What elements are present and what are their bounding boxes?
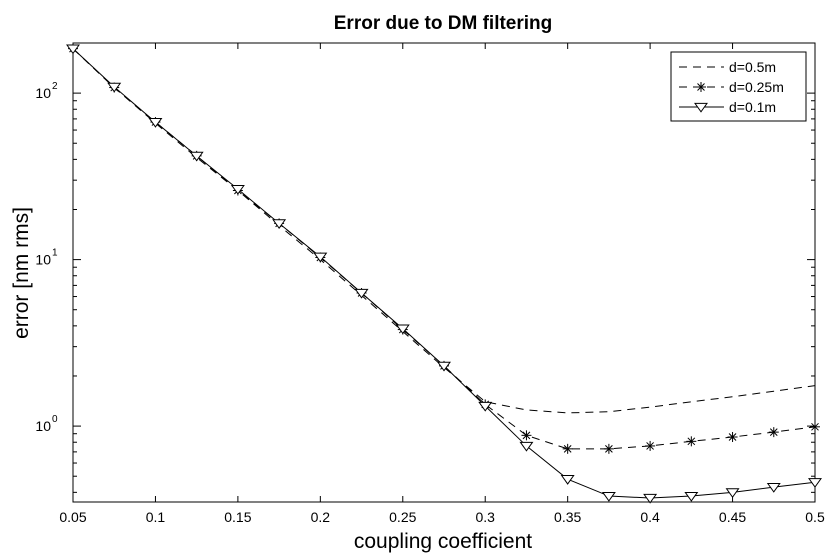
x-tick-label: 0.2 xyxy=(311,509,331,525)
triangle-down-marker xyxy=(437,361,451,372)
asterisk-marker xyxy=(727,431,738,442)
x-tick-label: 0.25 xyxy=(389,509,416,525)
triangle-down-marker xyxy=(694,102,708,113)
triangle-down-marker xyxy=(148,117,163,128)
x-tick-label: 0.15 xyxy=(224,509,251,525)
asterisk-marker xyxy=(810,421,820,432)
x-tick-label: 0.35 xyxy=(554,509,581,525)
x-tick-label: 0.5 xyxy=(805,509,825,525)
y-tick-exponent: 1 xyxy=(52,248,58,259)
x-tick-label: 0.1 xyxy=(146,509,166,525)
triangle-down-marker xyxy=(189,151,204,162)
triangle-down-marker xyxy=(684,491,699,502)
triangle-down-marker xyxy=(313,252,328,263)
triangle-down-marker xyxy=(766,483,781,493)
asterisk-marker xyxy=(696,82,706,92)
asterisk-marker xyxy=(521,430,532,441)
y-tick-label: 10 xyxy=(35,252,51,268)
x-axis-label: coupling coefficient xyxy=(354,530,532,553)
triangle-down-marker xyxy=(66,44,80,55)
legend: d=0.5m d=0.25m d=0.1m xyxy=(670,51,807,122)
x-tick-label: 0.3 xyxy=(475,509,495,525)
triangle-down-marker xyxy=(395,324,410,335)
y-axis-label: error [nm rms] xyxy=(10,207,33,339)
triangle-down-marker xyxy=(519,441,534,452)
triangle-down-marker xyxy=(478,401,493,412)
triangle-down-marker xyxy=(643,493,658,504)
triangle-down-marker xyxy=(560,475,575,485)
asterisk-marker xyxy=(562,443,573,454)
triangle-down-marker xyxy=(354,288,369,299)
asterisk-marker xyxy=(686,436,697,447)
asterisk-marker xyxy=(645,440,656,451)
chart-title: Error due to DM filtering xyxy=(334,13,553,34)
triangle-down-marker xyxy=(272,219,287,230)
y-tick-exponent: 2 xyxy=(52,81,58,92)
legend-label: d=0.5m xyxy=(729,59,776,75)
triangle-down-marker xyxy=(601,491,616,502)
plot-frame xyxy=(72,42,816,503)
y-tick-label: 10 xyxy=(35,418,51,434)
x-tick-label: 0.05 xyxy=(59,509,86,525)
legend-label: d=0.25m xyxy=(729,79,784,95)
y-tick-label: 10 xyxy=(35,85,51,101)
asterisk-marker xyxy=(603,443,614,454)
y-tick-exponent: 0 xyxy=(52,414,58,425)
triangle-down-marker xyxy=(725,488,740,499)
triangle-down-marker xyxy=(107,82,122,93)
asterisk-marker xyxy=(768,427,779,438)
x-axis: 0.05 0.1 0.15 0.2 0.25 0.3 0.35 0.4 0.45 0.5 xyxy=(59,43,825,525)
legend-label: d=0.1m xyxy=(729,99,776,115)
x-tick-label: 0.45 xyxy=(719,509,746,525)
series-d=0.1m xyxy=(66,44,822,504)
x-tick-label: 0.4 xyxy=(640,509,660,525)
triangle-down-marker xyxy=(230,185,245,195)
plot-area xyxy=(66,43,822,504)
legend-box xyxy=(670,51,807,122)
triangle-down-marker xyxy=(808,478,822,488)
